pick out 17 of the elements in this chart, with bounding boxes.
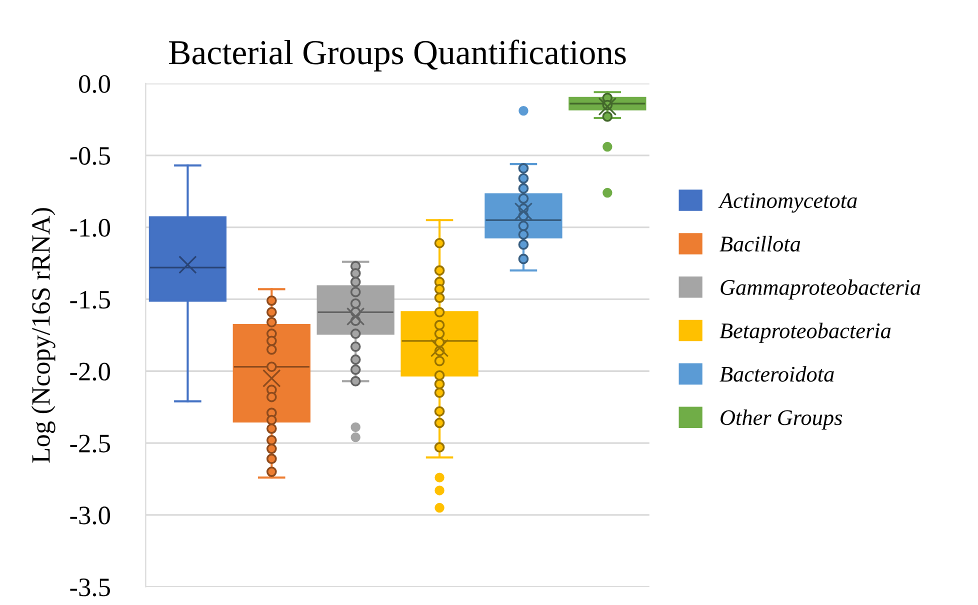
chart-title: Bacterial Groups Quantifications [169, 40, 626, 72]
y-tick-label: -2.5 [70, 434, 110, 453]
y-tick-label: -3.0 [70, 506, 110, 524]
y-tick-label: -2.0 [70, 362, 110, 381]
legend-label: Gammaproteobacteria [720, 279, 920, 300]
legend-label: Actinomycetota [718, 193, 857, 213]
legend-label: Bacteroidota [720, 366, 834, 382]
legend-label: Betaproteobacteria [720, 322, 891, 343]
y-axis-title: Log (Ncopy/16S rRNA) [31, 208, 56, 463]
y-tick-label: -0.5 [70, 147, 110, 165]
y-tick-label: -1.5 [70, 290, 110, 309]
point [434, 442, 445, 453]
y-tick-label: -1.0 [70, 218, 110, 237]
y-tick-label: -3.5 [70, 578, 110, 596]
legend-label: Bacillota [720, 236, 800, 252]
y-tick-label: 0.0 [79, 75, 110, 94]
legend-label: Other Groups [720, 410, 842, 430]
